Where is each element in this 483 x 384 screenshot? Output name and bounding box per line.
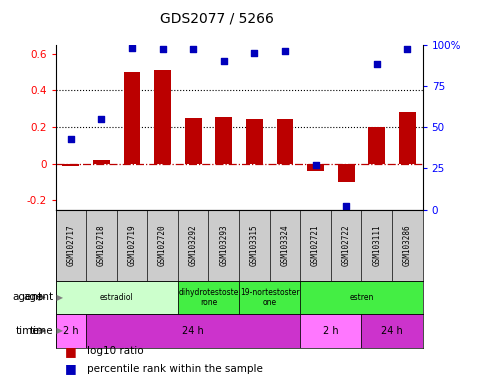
Bar <box>361 314 423 348</box>
Bar <box>215 117 232 164</box>
Bar <box>239 281 300 314</box>
Text: agent: agent <box>23 292 53 303</box>
Text: GSM103286: GSM103286 <box>403 224 412 266</box>
Point <box>342 203 350 209</box>
Text: ▶: ▶ <box>54 293 63 302</box>
Text: GSM103111: GSM103111 <box>372 224 381 266</box>
Point <box>403 46 411 53</box>
Point <box>312 162 319 168</box>
Text: GSM102721: GSM102721 <box>311 224 320 266</box>
Text: estren: estren <box>349 293 374 302</box>
Text: 2 h: 2 h <box>323 326 339 336</box>
Point <box>98 116 105 122</box>
Bar <box>277 119 293 164</box>
Bar <box>185 118 201 164</box>
Text: 24 h: 24 h <box>381 326 403 336</box>
Bar <box>399 113 416 164</box>
Bar <box>62 164 79 166</box>
Point <box>67 136 75 142</box>
Text: percentile rank within the sample: percentile rank within the sample <box>87 364 263 374</box>
Bar <box>154 70 171 164</box>
Point <box>159 46 167 53</box>
Point <box>220 58 227 64</box>
Bar <box>338 164 355 182</box>
Text: 24 h: 24 h <box>182 326 204 336</box>
Text: ■: ■ <box>65 345 77 358</box>
Text: GSM102718: GSM102718 <box>97 224 106 266</box>
Text: ▶: ▶ <box>54 326 63 335</box>
Bar <box>86 314 300 348</box>
Text: GSM103292: GSM103292 <box>189 224 198 266</box>
Bar <box>56 281 178 314</box>
Bar <box>369 127 385 164</box>
Bar <box>246 119 263 164</box>
Text: GDS2077 / 5266: GDS2077 / 5266 <box>160 12 274 25</box>
Text: dihydrotestoste
rone: dihydrotestoste rone <box>178 288 239 307</box>
Bar <box>93 160 110 164</box>
Text: estradiol: estradiol <box>100 293 134 302</box>
Text: GSM102722: GSM102722 <box>341 224 351 266</box>
Text: log10 ratio: log10 ratio <box>87 346 143 356</box>
Text: GSM103315: GSM103315 <box>250 224 259 266</box>
Bar <box>124 72 141 164</box>
Point <box>373 61 381 68</box>
Point <box>251 50 258 56</box>
Text: GSM103293: GSM103293 <box>219 224 228 266</box>
Text: GSM102719: GSM102719 <box>128 224 137 266</box>
Text: ■: ■ <box>65 362 77 375</box>
Text: time: time <box>29 326 53 336</box>
Text: time: time <box>16 326 40 336</box>
Text: 19-nortestoster
one: 19-nortestoster one <box>240 288 299 307</box>
Bar <box>56 314 86 348</box>
Bar <box>307 164 324 171</box>
Text: 2 h: 2 h <box>63 326 79 336</box>
Text: GSM102720: GSM102720 <box>158 224 167 266</box>
Text: agent: agent <box>13 292 43 303</box>
Bar <box>300 314 361 348</box>
Text: GSM102717: GSM102717 <box>66 224 75 266</box>
Point <box>281 48 289 54</box>
Text: GSM103324: GSM103324 <box>281 224 289 266</box>
Bar <box>300 281 423 314</box>
Bar <box>178 281 239 314</box>
Point <box>128 45 136 51</box>
Point <box>189 46 197 53</box>
